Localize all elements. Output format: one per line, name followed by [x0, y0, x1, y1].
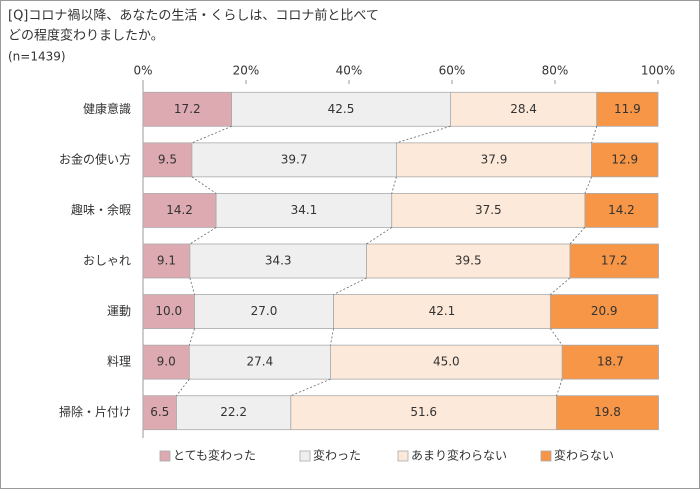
value-label: 20.9	[591, 304, 618, 318]
value-label: 19.8	[594, 405, 621, 419]
connector-line	[591, 126, 598, 143]
x-tick-label: 80%	[542, 64, 569, 78]
value-label: 9.5	[158, 152, 177, 166]
connector-line	[396, 125, 451, 144]
chart-title: [Q]コロナ禍以降、あなたの生活・くらしは、コロナ前と比べて	[8, 8, 379, 24]
value-label: 18.7	[597, 355, 624, 369]
x-tick-label: 0%	[133, 64, 152, 78]
connector-line	[550, 328, 563, 346]
value-label: 22.2	[220, 405, 247, 419]
x-tick-label: 40%	[336, 64, 363, 78]
bar-segment	[189, 243, 367, 279]
value-label: 17.2	[601, 254, 628, 268]
value-label: 27.0	[251, 304, 278, 318]
legend-swatch	[397, 450, 409, 462]
bar-segment	[142, 193, 217, 228]
y-tick-label: おしゃれ	[83, 254, 131, 268]
bar-segment	[231, 91, 451, 127]
bar-segment	[366, 243, 571, 279]
connector-line	[290, 378, 331, 397]
legend-label: 変わらない	[554, 448, 614, 463]
connector-line	[191, 125, 232, 144]
bar-segment	[596, 91, 659, 127]
y-tick-label: 趣味・余暇	[71, 202, 131, 217]
bar-segment	[549, 294, 659, 329]
value-label: 42.1	[429, 304, 456, 318]
connector-line	[550, 277, 571, 295]
value-label: 12.9	[611, 152, 638, 166]
chart-title: どの程度変わりましたか。	[8, 28, 164, 44]
bar-segment	[584, 193, 659, 228]
x-tick-label: 20%	[233, 64, 260, 78]
connector-line	[191, 176, 217, 194]
legend-swatch	[299, 450, 311, 462]
bar-segment	[556, 395, 659, 431]
bar-segment	[142, 395, 177, 431]
value-label: 9.1	[157, 254, 176, 268]
value-label: 10.0	[155, 304, 182, 318]
bar-segment	[142, 294, 195, 329]
bar-segment	[188, 344, 331, 380]
value-label: 34.1	[291, 203, 318, 217]
bar-segment	[561, 344, 659, 380]
bar-segment	[142, 91, 232, 127]
legend-swatch	[540, 450, 552, 462]
connector-line	[189, 277, 195, 295]
bar-segment	[591, 142, 659, 178]
value-label: 39.7	[281, 152, 308, 166]
bar-segment	[142, 243, 191, 279]
value-label: 51.6	[410, 405, 437, 419]
legend-label: 変わった	[313, 448, 361, 463]
bar-segment	[194, 294, 334, 329]
connector-line	[584, 176, 592, 194]
bar-segment	[450, 91, 598, 127]
chart-subtitle: (n=1439)	[8, 50, 66, 64]
bar-segment	[142, 142, 193, 178]
value-label: 14.2	[608, 203, 635, 217]
bar-segment	[142, 344, 190, 380]
bar-segment	[569, 243, 659, 279]
connector-line	[330, 328, 334, 346]
connector-line	[366, 227, 392, 245]
connector-line	[189, 227, 217, 245]
bar-segment	[333, 294, 551, 329]
value-label: 6.5	[150, 405, 169, 419]
value-label: 9.0	[157, 355, 176, 369]
bar-segment	[391, 193, 586, 228]
connector-line	[391, 176, 397, 194]
y-tick-label: 料理	[107, 355, 131, 369]
bar-segment	[176, 395, 292, 431]
y-tick-label: 運動	[107, 304, 131, 318]
x-tick-label: 100%	[641, 64, 675, 78]
value-label: 42.5	[328, 102, 355, 116]
value-label: 11.9	[614, 102, 641, 116]
connector-line	[188, 328, 195, 346]
y-tick-label: 健康意識	[83, 101, 131, 116]
connector-line	[176, 378, 190, 396]
bar-segment	[330, 344, 563, 380]
y-tick-label: お金の使い方	[59, 151, 131, 166]
value-label: 34.3	[265, 254, 292, 268]
value-label: 17.2	[174, 102, 201, 116]
value-label: 39.5	[455, 254, 482, 268]
value-label: 37.5	[475, 203, 502, 217]
x-tick-label: 60%	[439, 64, 466, 78]
value-label: 37.9	[481, 152, 508, 166]
legend-swatch	[159, 450, 171, 462]
value-label: 14.2	[166, 203, 193, 217]
bar-segment	[215, 193, 393, 228]
connector-line	[556, 379, 563, 396]
legend-label: とても変わった	[173, 448, 256, 463]
legend-label: あまり変わらない	[411, 448, 507, 463]
value-label: 28.4	[510, 102, 537, 116]
y-tick-label: 掃除・片付け	[59, 404, 131, 419]
value-label: 27.4	[247, 355, 274, 369]
value-label: 45.0	[433, 355, 460, 369]
